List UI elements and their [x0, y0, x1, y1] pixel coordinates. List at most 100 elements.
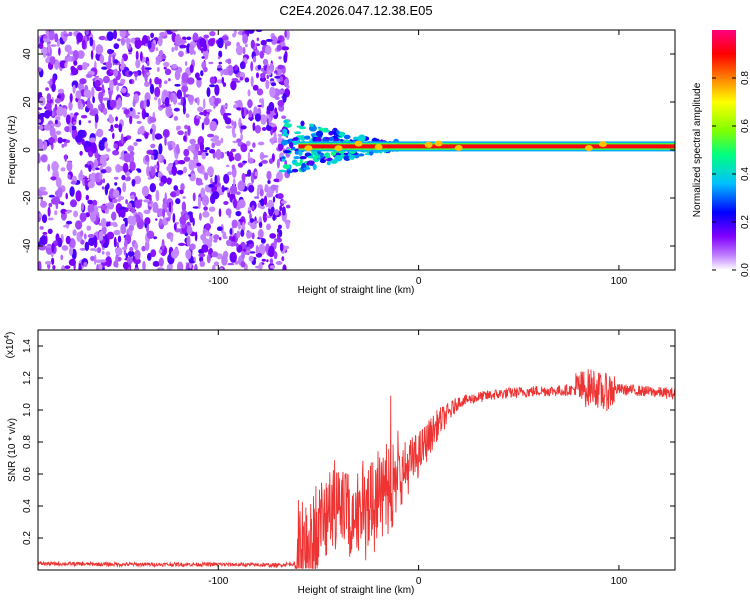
spectrogram-blob	[226, 239, 232, 246]
spectrogram-blob	[200, 233, 207, 241]
spectrogram-blob	[113, 143, 118, 149]
spectrogram-blob	[41, 46, 48, 56]
spectrogram-blob	[306, 160, 315, 166]
spectrogram-blob	[120, 87, 127, 94]
spectrogram-blob	[57, 187, 63, 198]
spectrogram-blob	[269, 258, 274, 264]
spectrogram-blob	[107, 221, 112, 227]
spectrogram-blob	[90, 50, 94, 60]
spectrogram-blob	[236, 107, 242, 111]
spectrogram-blob	[171, 63, 178, 69]
spectrogram-blob	[134, 249, 141, 260]
spectrogram-blob	[87, 180, 95, 189]
spectrogram-blob	[265, 79, 270, 90]
spectrogram-blob	[286, 84, 290, 89]
spectrogram-blob	[204, 172, 209, 181]
spectrogram-blob	[69, 186, 75, 197]
spectrogram-blob	[99, 54, 105, 64]
spectrogram-blob	[131, 215, 137, 226]
spectrogram-blob	[64, 62, 68, 69]
spectrogram-blob	[64, 44, 72, 53]
spectrogram-blob	[98, 259, 107, 263]
spectrogram-blob	[106, 98, 111, 110]
spectrogram-blob	[261, 258, 266, 262]
spectrogram-blob	[143, 199, 150, 203]
spectrogram-blob	[88, 137, 97, 143]
spectrogram-blob	[279, 205, 283, 212]
spectrogram-blob	[114, 123, 119, 129]
spectrogram-blob	[185, 113, 190, 118]
spectrogram-blob	[192, 192, 196, 202]
spectrogram-blob	[159, 245, 168, 257]
spectrogram-blob	[72, 121, 77, 125]
spectrogram-blob	[209, 30, 216, 37]
spectrogram-blob	[128, 52, 132, 55]
x-tick-label: 100	[611, 576, 628, 587]
snr-marks	[38, 369, 675, 570]
spectrogram-blob	[220, 105, 224, 116]
spectrogram-blob	[66, 161, 73, 172]
spectrogram-blob	[260, 160, 268, 164]
spectrogram-blob	[113, 229, 121, 236]
colorbar: 0.0 0.2 0.4 0.6 0.8 Normalized spectral ampl…	[692, 30, 750, 277]
spectrogram-blob	[81, 138, 85, 146]
spectrogram-blob	[259, 98, 263, 104]
spectrogram-blob	[214, 98, 219, 107]
spectrogram-blob	[124, 239, 128, 248]
spectrogram-blob	[258, 162, 263, 167]
spectrogram-blob	[90, 255, 95, 262]
spectrogram-blob	[67, 174, 71, 180]
spectrogram-blob	[157, 136, 163, 139]
spectrogram-blob	[87, 233, 95, 239]
spectrogram-blob	[307, 155, 313, 159]
spectrogram-blob	[197, 106, 204, 113]
spectrogram-blob	[57, 88, 65, 94]
colorbar-tick-label: 0.8	[740, 71, 750, 85]
spectrogram-blob	[201, 152, 206, 160]
spectrogram-blob	[199, 111, 205, 116]
spectrogram-blob	[146, 230, 155, 239]
spectrogram-blob	[247, 30, 255, 34]
spectrogram-blob	[113, 68, 119, 77]
spectrogram-blob	[39, 96, 46, 106]
chart-title: C2E4.2026.047.12.38.E05	[279, 3, 432, 18]
spectrogram-blob	[179, 215, 187, 225]
spectrogram-blob	[276, 228, 280, 233]
spectrogram-blob	[40, 154, 48, 163]
spectrogram-blob	[176, 261, 184, 270]
spectrogram-blob	[165, 105, 173, 118]
spectrogram-blob	[64, 126, 71, 133]
spectrogram-blob	[283, 53, 288, 64]
spectrogram-blob	[146, 165, 150, 177]
spectrogram-blob	[335, 130, 340, 135]
spectrogram-blob	[275, 237, 282, 243]
spectrogram-blob	[286, 204, 291, 209]
spectrogram-blob	[260, 205, 265, 210]
spectrogram-blob	[206, 254, 211, 264]
spectrogram-blob	[185, 249, 192, 260]
spectrogram-blob	[39, 112, 47, 118]
spectrogram-blob	[257, 141, 265, 146]
colorbar-tick-label: 0.2	[740, 215, 750, 229]
spectrogram-blob	[199, 256, 204, 263]
spectrogram-ylabel: Frequency (Hz)	[7, 116, 18, 185]
spectrogram-blob	[116, 85, 119, 92]
spectrogram-blob	[260, 238, 266, 244]
spectrogram-blob	[225, 208, 232, 216]
spectrogram-blob	[261, 155, 269, 158]
spectrogram-blob	[100, 204, 108, 211]
spectrogram-blob	[158, 50, 164, 57]
spectrogram-blob	[173, 223, 177, 231]
spectrogram-blob	[139, 100, 145, 110]
spectrogram-blob	[149, 83, 155, 95]
spectrogram-blob	[104, 234, 108, 246]
spectrogram-blob	[204, 231, 211, 237]
spectrogram-blob	[172, 95, 178, 105]
spectrogram-blob	[117, 97, 122, 107]
spectrogram-blob	[263, 65, 268, 69]
spectrogram-blob	[196, 162, 202, 167]
spectrogram-blob	[324, 152, 331, 159]
spectrogram-blob	[38, 67, 42, 72]
spectrogram-blob	[187, 125, 191, 136]
spectrogram-blob	[108, 116, 115, 124]
